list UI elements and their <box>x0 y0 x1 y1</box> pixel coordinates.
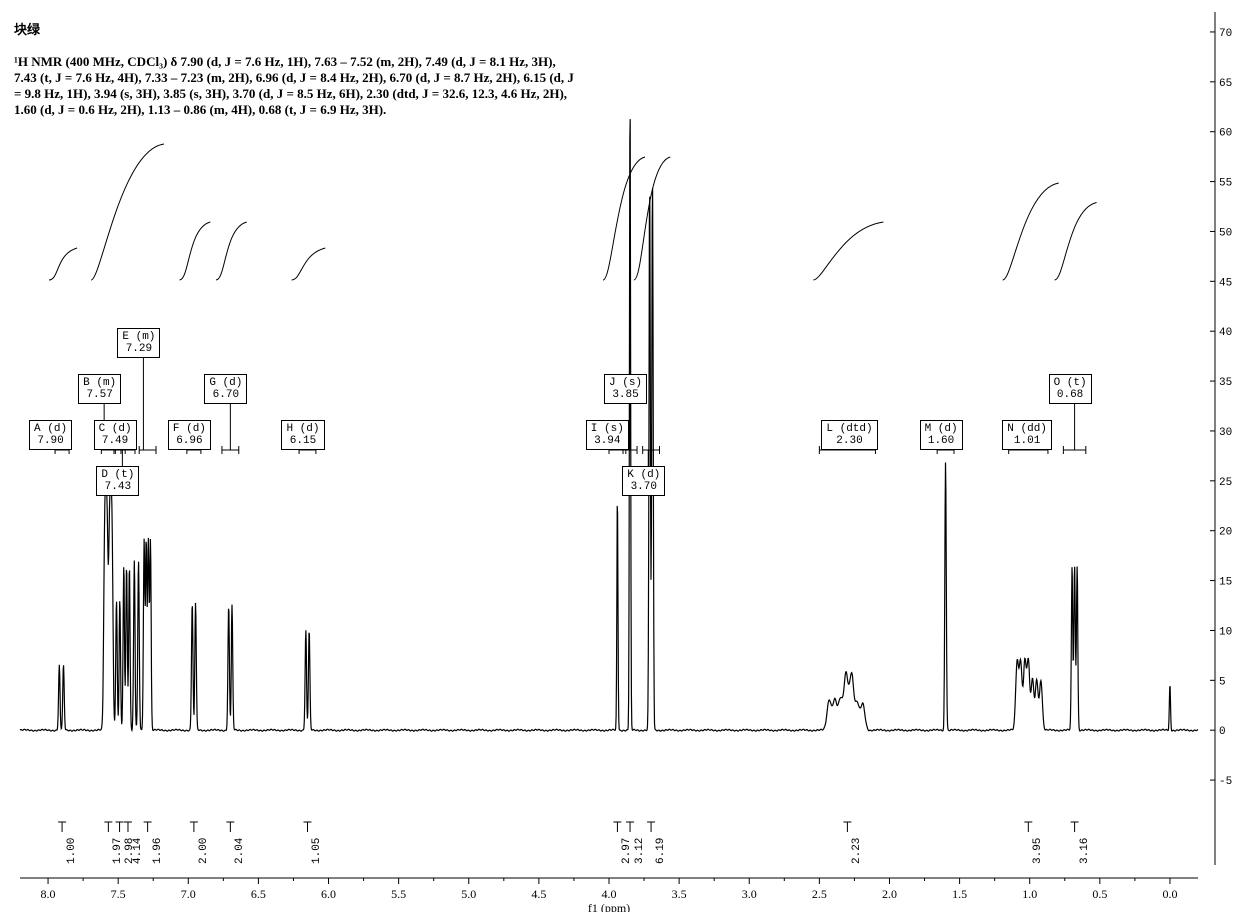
peak-label-D: D (t)7.43 <box>96 466 139 496</box>
svg-text:4.0: 4.0 <box>602 887 617 901</box>
peak-label-C: C (d)7.49 <box>94 420 137 450</box>
svg-text:0.5: 0.5 <box>1092 887 1107 901</box>
peak-label-K: K (d)3.70 <box>622 466 665 496</box>
peak-label-B: B (m)7.57 <box>78 374 121 404</box>
svg-text:25: 25 <box>1219 477 1232 489</box>
svg-text:20: 20 <box>1219 527 1232 539</box>
peak-label-H: H (d)6.15 <box>281 420 324 450</box>
integration-label: 3.12 <box>634 838 646 864</box>
svg-text:5.0: 5.0 <box>461 887 476 901</box>
peak-label-A: A (d)7.90 <box>29 420 72 450</box>
integration-label: 2.00 <box>198 838 210 864</box>
svg-text:60: 60 <box>1219 128 1232 140</box>
integration-label: 1.97 <box>112 838 124 864</box>
svg-text:6.5: 6.5 <box>251 887 266 901</box>
svg-text:1.0: 1.0 <box>1022 887 1037 901</box>
svg-text:55: 55 <box>1219 178 1232 190</box>
svg-text:65: 65 <box>1219 78 1232 90</box>
svg-text:1.5: 1.5 <box>952 887 967 901</box>
integration-label: 1.00 <box>66 838 78 864</box>
integration-label: 1.96 <box>152 838 164 864</box>
svg-text:10: 10 <box>1219 626 1232 638</box>
svg-text:4.5: 4.5 <box>531 887 546 901</box>
svg-text:15: 15 <box>1219 577 1232 589</box>
svg-text:6.0: 6.0 <box>321 887 336 901</box>
svg-text:5: 5 <box>1219 676 1226 688</box>
peak-label-E: E (m)7.29 <box>117 328 160 358</box>
svg-text:2.0: 2.0 <box>882 887 897 901</box>
integration-label: 2.23 <box>851 838 863 864</box>
svg-text:5.5: 5.5 <box>391 887 406 901</box>
integration-label: 3.16 <box>1079 838 1091 864</box>
svg-text:3.5: 3.5 <box>672 887 687 901</box>
integration-label: 4.14 <box>132 838 144 864</box>
svg-text:3.0: 3.0 <box>742 887 757 901</box>
svg-text:30: 30 <box>1219 427 1232 439</box>
peak-label-M: M (d)1.60 <box>920 420 963 450</box>
svg-text:40: 40 <box>1219 327 1232 339</box>
svg-text:-5: -5 <box>1219 776 1232 788</box>
peak-label-F: F (d)6.96 <box>168 420 211 450</box>
peak-label-G: G (d)6.70 <box>204 374 247 404</box>
peak-label-J: J (s)3.85 <box>604 374 647 404</box>
integration-label: 6.19 <box>655 838 667 864</box>
svg-text:70: 70 <box>1219 28 1232 40</box>
integration-label: 3.95 <box>1032 838 1044 864</box>
svg-text:35: 35 <box>1219 377 1232 389</box>
integration-label: 2.97 <box>621 838 633 864</box>
integration-label: 1.05 <box>311 838 323 864</box>
svg-text:45: 45 <box>1219 277 1232 289</box>
peak-label-N: N (dd)1.01 <box>1002 420 1052 450</box>
svg-text:7.0: 7.0 <box>181 887 196 901</box>
svg-text:2.5: 2.5 <box>812 887 827 901</box>
integration-label: 2.04 <box>234 838 246 864</box>
svg-text:f1 (ppm): f1 (ppm) <box>588 901 630 912</box>
svg-text:8.0: 8.0 <box>41 887 56 901</box>
svg-text:50: 50 <box>1219 227 1232 239</box>
peak-label-L: L (dtd)2.30 <box>821 420 877 450</box>
svg-text:7.5: 7.5 <box>111 887 126 901</box>
peak-label-I: I (s)3.94 <box>586 420 629 450</box>
peak-label-O: O (t)0.68 <box>1049 374 1092 404</box>
nmr-svg: 7065605550454035302520151050-58.07.57.06… <box>0 0 1240 912</box>
nmr-spectrum-figure: 块绿 ¹H NMR (400 MHz, CDCl₃) δ 7.90 (d, J … <box>0 0 1240 912</box>
svg-text:0.0: 0.0 <box>1162 887 1177 901</box>
svg-text:0: 0 <box>1219 726 1226 738</box>
